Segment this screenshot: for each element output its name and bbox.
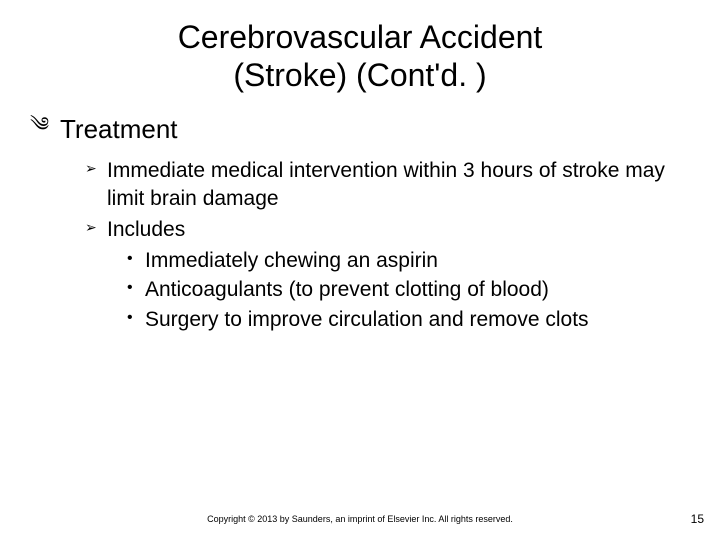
list-item-text: Immediately chewing an aspirin bbox=[145, 247, 438, 274]
title-line-2: (Stroke) (Cont'd. ) bbox=[233, 57, 486, 93]
level2-list: ➢ Immediate medical intervention within … bbox=[30, 157, 690, 333]
list-item: ➢ Immediate medical intervention within … bbox=[85, 157, 690, 212]
list-item-text: Immediate medical intervention within 3 … bbox=[107, 157, 690, 212]
list-item-text: Anticoagulants (to prevent clotting of b… bbox=[145, 276, 549, 303]
list-item-text: Surgery to improve circulation and remov… bbox=[145, 306, 589, 333]
slide-title: Cerebrovascular Accident (Stroke) (Cont'… bbox=[0, 0, 720, 95]
level3-list: • Immediately chewing an aspirin • Antic… bbox=[85, 247, 690, 333]
title-line-1: Cerebrovascular Accident bbox=[178, 19, 543, 55]
section-heading-row: ༄ Treatment bbox=[30, 113, 690, 146]
list-item-text: Includes bbox=[107, 216, 185, 243]
list-item: • Surgery to improve circulation and rem… bbox=[127, 306, 690, 333]
copyright-footer: Copyright © 2013 by Saunders, an imprint… bbox=[0, 514, 720, 524]
list-item: • Immediately chewing an aspirin bbox=[127, 247, 690, 274]
list-item: ➢ Includes bbox=[85, 216, 690, 243]
arrow-bullet-icon: ➢ bbox=[85, 216, 107, 238]
arrow-bullet-icon: ➢ bbox=[85, 157, 107, 179]
list-item: • Anticoagulants (to prevent clotting of… bbox=[127, 276, 690, 303]
slide: Cerebrovascular Accident (Stroke) (Cont'… bbox=[0, 0, 720, 540]
page-number: 15 bbox=[691, 512, 704, 526]
dot-bullet-icon: • bbox=[127, 306, 145, 329]
dot-bullet-icon: • bbox=[127, 247, 145, 270]
slide-content: ༄ Treatment ➢ Immediate medical interven… bbox=[0, 95, 720, 333]
dot-bullet-icon: • bbox=[127, 276, 145, 299]
section-heading: Treatment bbox=[60, 113, 178, 146]
curly-bullet-icon: ༄ bbox=[30, 113, 60, 137]
